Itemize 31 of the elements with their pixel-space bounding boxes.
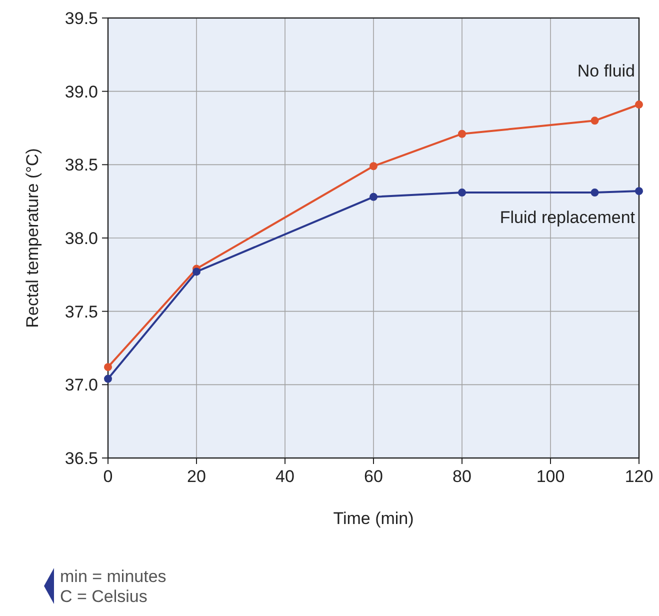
point — [458, 188, 466, 197]
point — [104, 363, 112, 372]
x-tick-label: 60 — [364, 467, 383, 486]
point — [370, 162, 378, 170]
x-tick-label: 40 — [276, 467, 294, 486]
x-tick-label: 100 — [536, 467, 565, 486]
point — [104, 374, 112, 383]
x-axis-title: Time (min) — [333, 509, 414, 528]
y-axis-title: Rectal temperature (°C) — [23, 148, 42, 328]
point — [635, 187, 643, 196]
y-tick-label: 38.0 — [64, 229, 98, 248]
point — [590, 116, 599, 125]
point — [590, 188, 599, 197]
point — [458, 130, 466, 138]
series-label: No fluid — [577, 62, 635, 81]
y-tick-label: 37.5 — [64, 302, 98, 322]
y-tick-label: 39.5 — [64, 9, 98, 28]
text: min = minutes — [60, 567, 166, 586]
series-label: Fluid replacement — [500, 208, 636, 228]
point — [370, 192, 378, 201]
y-tick-label: 36.5 — [64, 449, 98, 468]
y-tick-label: 39.0 — [64, 82, 98, 102]
x-tick-label: 20 — [187, 467, 206, 486]
point — [635, 100, 643, 109]
x-tick-label: 0 — [103, 467, 113, 486]
y-tick-label: 37.0 — [64, 376, 98, 395]
x-tick-label: 80 — [452, 467, 472, 486]
text: C = Celsius — [60, 587, 148, 606]
y-tick-label: 38.5 — [64, 156, 98, 175]
point — [192, 268, 200, 276]
x-tick-label: 120 — [624, 467, 654, 486]
